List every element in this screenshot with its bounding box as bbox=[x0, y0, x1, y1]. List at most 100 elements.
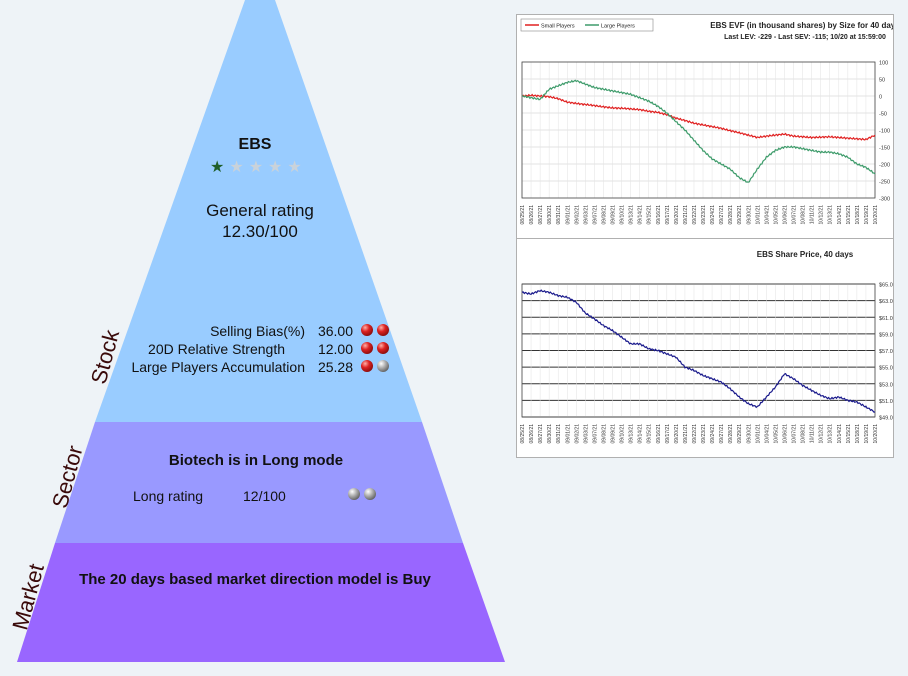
sector-title: Biotech is in Long mode bbox=[168, 452, 344, 469]
star-empty-icon: ★ bbox=[287, 159, 307, 176]
signal-ball-gray bbox=[364, 488, 376, 500]
x-tick-label: 08/27/21 bbox=[538, 205, 544, 225]
y-tick-label: 0 bbox=[879, 95, 882, 101]
x-tick-label: 09/16/21 bbox=[656, 205, 662, 225]
metric-value-large-players: 25.28 bbox=[317, 359, 353, 375]
x-tick-label: 09/20/21 bbox=[674, 205, 680, 225]
x-tick-label: 09/15/21 bbox=[647, 205, 653, 225]
x-tick-label: 09/23/21 bbox=[701, 205, 707, 225]
y-tick-label: -200 bbox=[879, 163, 890, 169]
x-tick-label: 10/20/21 bbox=[873, 205, 879, 225]
y-tick-label: -250 bbox=[879, 180, 890, 186]
star-rating: ★★★★★ bbox=[210, 157, 320, 177]
general-rating: General rating 12.30/100 bbox=[180, 200, 340, 242]
x-tick-label: 10/11/21 bbox=[810, 205, 816, 224]
x-tick-label: 09/21/21 bbox=[683, 424, 689, 444]
x-tick-label: 09/28/21 bbox=[728, 424, 734, 444]
y-tick-label: -150 bbox=[879, 146, 890, 152]
x-tick-label: 09/30/21 bbox=[746, 205, 752, 225]
x-tick-label: 10/15/21 bbox=[846, 205, 852, 225]
star-empty-icon: ★ bbox=[248, 159, 269, 176]
x-tick-label: 09/02/21 bbox=[574, 205, 580, 225]
signal-ball-red bbox=[361, 324, 373, 336]
x-tick-label: 09/08/21 bbox=[601, 424, 607, 444]
y-tick-label: -50 bbox=[879, 112, 887, 118]
x-tick-label: 10/01/21 bbox=[755, 205, 761, 225]
x-tick-label: 09/27/21 bbox=[719, 205, 725, 225]
x-tick-label: 09/17/21 bbox=[665, 424, 671, 444]
x-tick-label: 10/07/21 bbox=[792, 424, 798, 444]
x-tick-label: 10/19/21 bbox=[864, 205, 870, 225]
x-tick-label: 09/13/21 bbox=[629, 205, 635, 225]
x-tick-label: 10/13/21 bbox=[828, 205, 834, 225]
x-tick-label: 09/01/21 bbox=[565, 205, 571, 225]
chart-title: EBS Share Price, 40 days bbox=[757, 250, 854, 259]
x-tick-label: 10/12/21 bbox=[819, 424, 825, 444]
x-tick-label: 09/24/21 bbox=[710, 205, 716, 225]
x-tick-label: 09/22/21 bbox=[692, 424, 698, 444]
x-tick-label: 10/14/21 bbox=[837, 205, 843, 225]
x-tick-label: 09/07/21 bbox=[592, 205, 598, 225]
x-tick-label: 09/02/21 bbox=[574, 424, 580, 444]
metric-label-large-players: Large Players Accumulation bbox=[131, 359, 305, 375]
y-tick-label: $49.0 bbox=[879, 416, 893, 422]
x-tick-label: 10/18/21 bbox=[855, 205, 861, 225]
y-tick-label: -300 bbox=[879, 197, 890, 203]
x-tick-label: 09/13/21 bbox=[629, 424, 635, 444]
market-title: The 20 days based market direction model… bbox=[79, 571, 431, 588]
chart-subtitle: Last LEV: -229 - Last SEV: -115; 10/20 a… bbox=[724, 34, 886, 41]
star-empty-icon: ★ bbox=[229, 159, 249, 176]
metric-value-selling-bias: 36.00 bbox=[317, 323, 353, 339]
x-tick-label: 09/22/21 bbox=[692, 205, 698, 225]
y-tick-label: $55.0 bbox=[879, 366, 893, 372]
x-tick-label: 10/20/21 bbox=[873, 424, 879, 444]
star-empty-icon: ★ bbox=[268, 159, 288, 176]
x-tick-label: 10/05/21 bbox=[773, 205, 779, 225]
legend-label: Small Players bbox=[541, 24, 575, 30]
x-tick-label: 09/21/21 bbox=[683, 205, 689, 225]
y-tick-label: -100 bbox=[879, 129, 890, 135]
signal-ball-red bbox=[361, 342, 373, 354]
market-tier bbox=[17, 543, 505, 662]
x-tick-label: 09/29/21 bbox=[737, 424, 743, 444]
signal-ball-gray bbox=[377, 360, 389, 372]
stock-tier bbox=[95, 0, 422, 422]
x-tick-label: 08/26/21 bbox=[529, 205, 535, 225]
x-tick-label: 09/08/21 bbox=[601, 205, 607, 225]
metric-label-relative-strength: 20D Relative Strength bbox=[148, 341, 285, 357]
x-tick-label: 09/10/21 bbox=[620, 205, 626, 225]
x-tick-label: 10/06/21 bbox=[782, 424, 788, 444]
x-tick-label: 10/01/21 bbox=[755, 424, 761, 444]
x-tick-label: 10/07/21 bbox=[792, 205, 798, 225]
x-tick-label: 09/03/21 bbox=[583, 424, 589, 444]
signal-ball-gray bbox=[348, 488, 360, 500]
signal-ball-red bbox=[361, 360, 373, 372]
x-tick-label: 10/18/21 bbox=[855, 424, 861, 444]
x-tick-label: 08/31/21 bbox=[556, 424, 562, 444]
y-tick-label: $53.0 bbox=[879, 382, 893, 388]
y-tick-label: $63.0 bbox=[879, 299, 893, 305]
x-tick-label: 09/09/21 bbox=[611, 205, 617, 225]
x-tick-label: 08/25/21 bbox=[520, 424, 526, 444]
sector-rating-value: 12/100 bbox=[243, 488, 286, 504]
y-tick-label: $59.0 bbox=[879, 332, 893, 338]
plot-border bbox=[521, 61, 876, 199]
series-line-price bbox=[521, 289, 876, 413]
x-tick-label: 09/15/21 bbox=[647, 424, 653, 444]
general-rating-label: General rating bbox=[206, 201, 314, 220]
x-tick-label: 10/05/21 bbox=[773, 424, 779, 444]
x-tick-label: 09/30/21 bbox=[746, 424, 752, 444]
x-tick-label: 10/08/21 bbox=[801, 205, 807, 225]
chart-title: EBS EVF (in thousand shares) by Size for… bbox=[710, 21, 893, 30]
x-tick-label: 09/09/21 bbox=[611, 424, 617, 444]
metric-label-selling-bias: Selling Bias(%) bbox=[210, 323, 305, 339]
x-tick-label: 08/27/21 bbox=[538, 424, 544, 444]
x-tick-label: 09/03/21 bbox=[583, 205, 589, 225]
price-chart-panel: EBS Share Price, 40 days $65.0 $63.0 $61.0 $… bbox=[516, 238, 894, 458]
x-tick-label: 09/14/21 bbox=[638, 205, 644, 225]
x-tick-label: 10/12/21 bbox=[819, 205, 825, 225]
series-line-large-players bbox=[521, 79, 876, 183]
x-tick-label: 10/04/21 bbox=[764, 205, 770, 225]
x-tick-label: 08/30/21 bbox=[547, 205, 553, 225]
x-tick-label: 10/11/21 bbox=[810, 424, 816, 443]
